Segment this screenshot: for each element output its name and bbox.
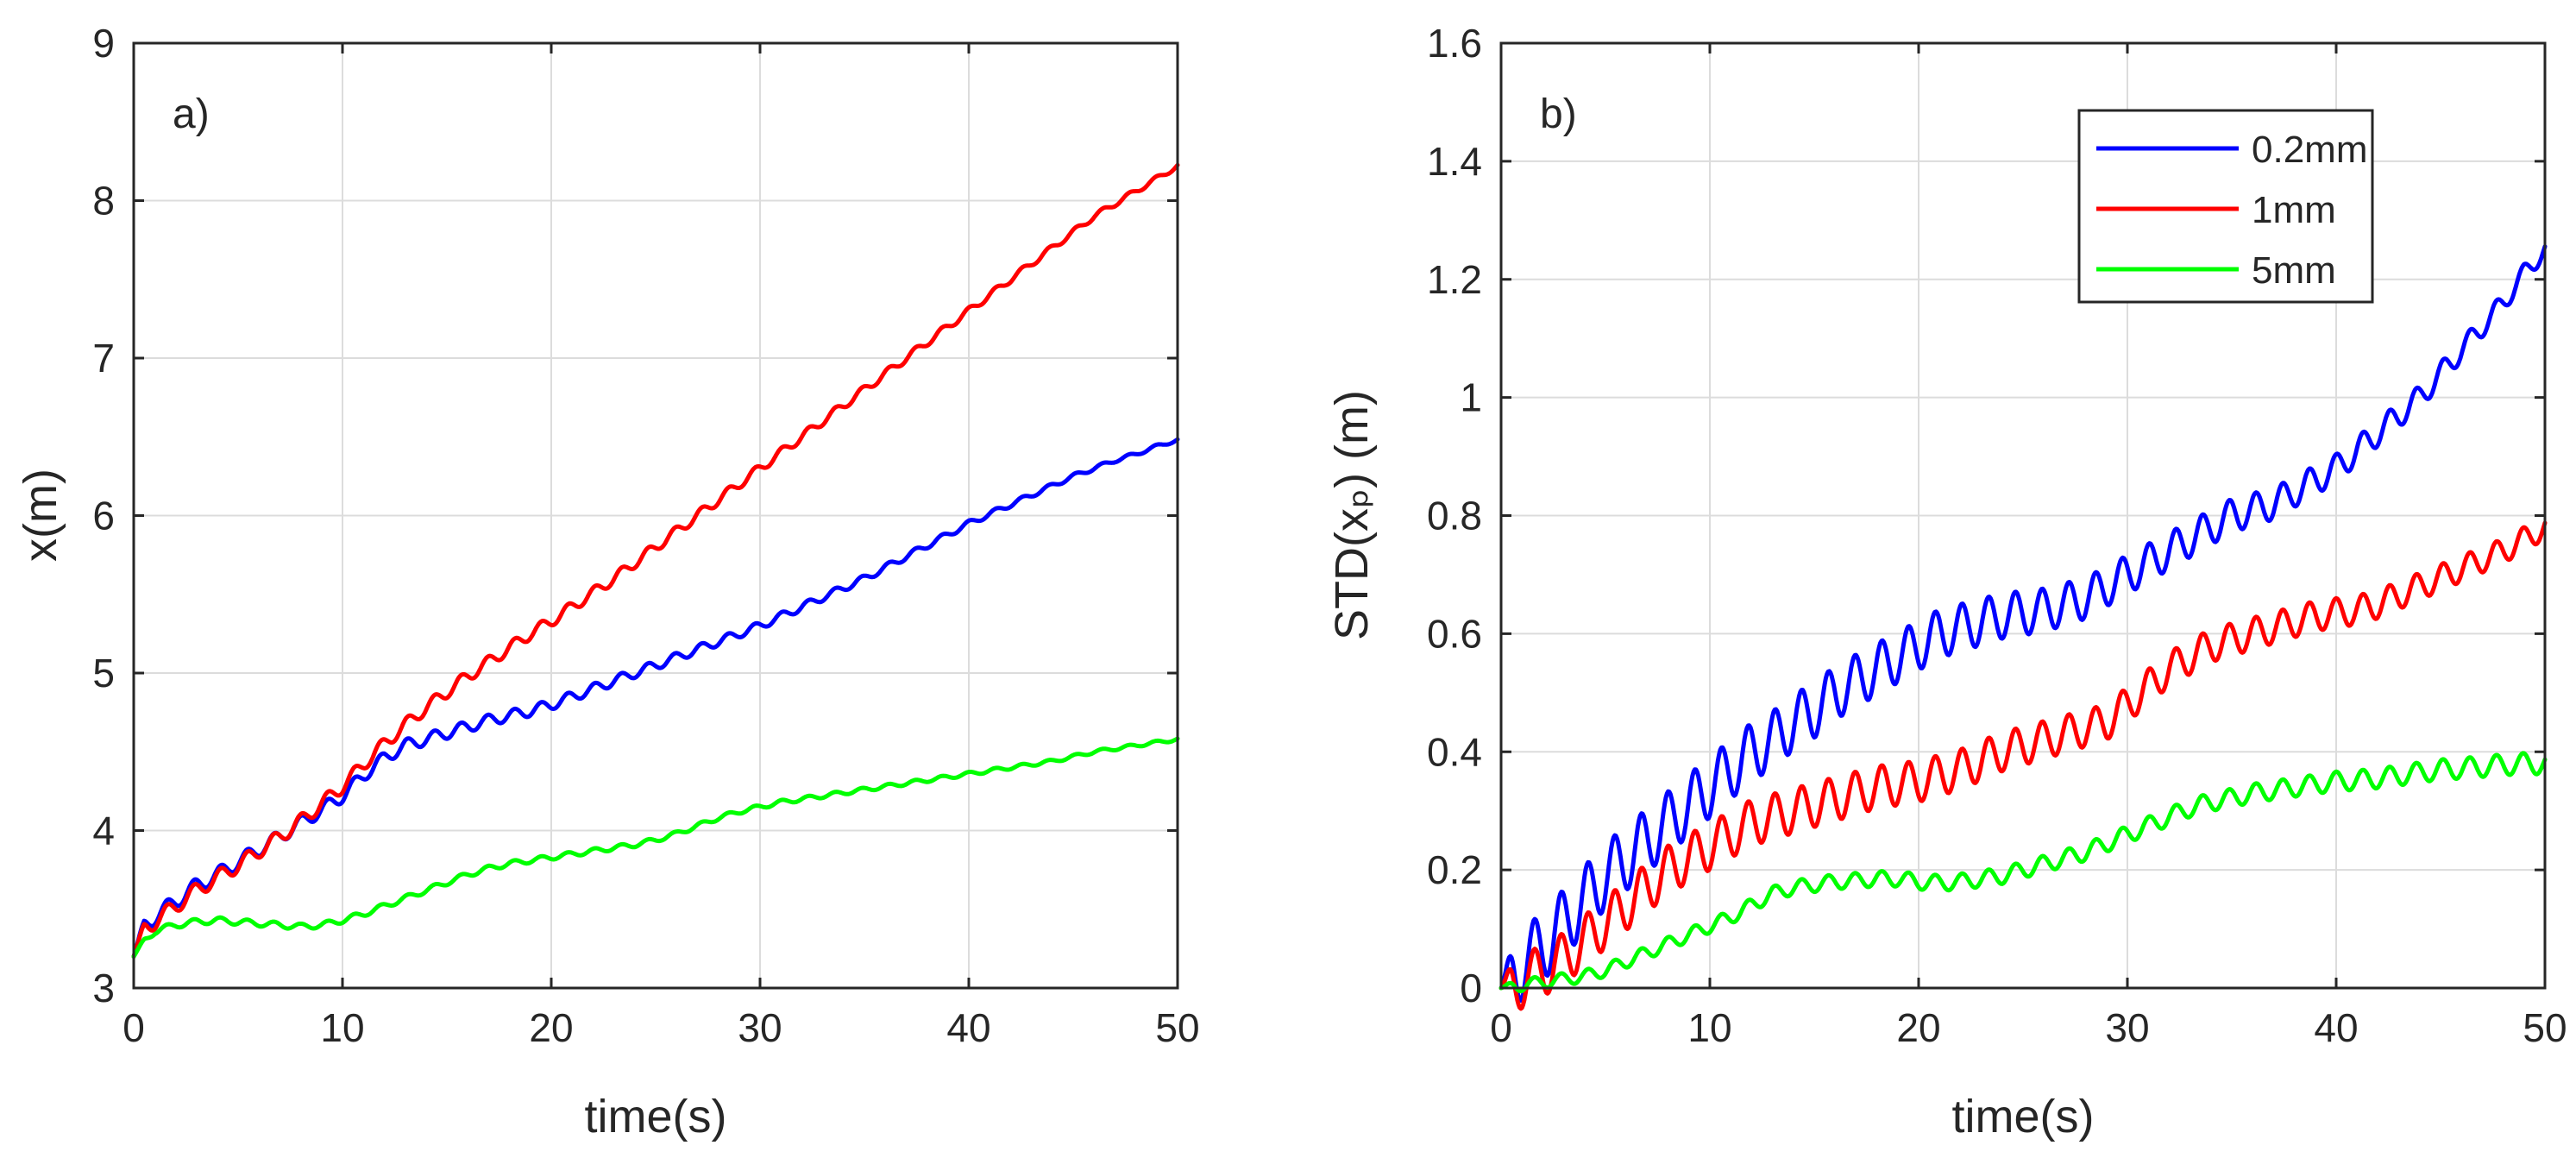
panel-b-x-tick-label: 0	[1490, 1005, 1512, 1050]
panel-a-y-tick-label: 8	[92, 179, 115, 223]
panel-a-x-tick-label: 20	[529, 1005, 573, 1050]
panel-b-x-tick-label: 10	[1687, 1005, 1731, 1050]
panel-b-series-line-5mm	[1498, 751, 2548, 994]
panel-a-series-line-5mm	[131, 736, 1180, 959]
chart-panel-a: 0 10 20 30 40 50 3 4 5 6 7 8 9 a) time(s) x(m)	[15, 21, 1200, 1142]
panel-a-label: a)	[173, 91, 210, 137]
panel-b-x-axis-title: time(s)	[1952, 1091, 2095, 1142]
chart-panel-b: 0 10 20 30 40 50 0 0.2 0.4 0.6 0.8 1 1.2 1.4 1.6 b) ti…	[1326, 21, 2567, 1142]
panel-a-x-tick-label: 10	[320, 1005, 364, 1050]
panel-a-series-line-1mm	[131, 162, 1180, 959]
panel-a-y-tick-label: 4	[92, 809, 115, 853]
legend-label-0-2mm: 0.2mm	[2252, 129, 2367, 171]
panel-b-x-tick-label: 50	[2523, 1005, 2567, 1050]
panel-b-series-lines	[1498, 244, 2548, 1011]
panel-b-legend: 0.2mm 1mm 5mm	[2077, 109, 2374, 304]
panel-a-gridlines	[133, 42, 1178, 989]
panel-a-y-tick-label: 9	[92, 21, 115, 66]
panel-a-y-tick-label: 7	[92, 336, 115, 381]
panel-b-x-tick-label: 20	[1896, 1005, 1940, 1050]
panel-a-y-tick-label: 3	[92, 966, 115, 1010]
panel-b-x-tick-label: 30	[2105, 1005, 2149, 1050]
panel-b-x-tick-label: 40	[2314, 1005, 2358, 1050]
panel-b-y-tick-label: 1.2	[1427, 257, 1482, 302]
panel-a-y-tick-label: 6	[92, 494, 115, 538]
panel-b-series-line-0-2mm	[1498, 244, 2548, 1003]
panel-b-y-tick-label: 0.4	[1427, 729, 1482, 774]
legend-label-1mm: 1mm	[2252, 189, 2336, 231]
panel-b-y-tick-label: 1	[1460, 375, 1482, 420]
panel-b-label: b)	[1540, 91, 1577, 137]
panel-a-x-tick-label: 50	[1155, 1005, 1199, 1050]
panel-b-y-tick-label: 0.2	[1427, 847, 1482, 892]
panel-b-series-line-1mm	[1498, 520, 2548, 1011]
panel-b-y-tick-label: 1.4	[1427, 139, 1482, 184]
panel-a-x-axis-title: time(s)	[585, 1091, 727, 1142]
panel-b-y-tick-label: 1.6	[1427, 21, 1482, 66]
panel-a-series-line-0-2mm	[131, 437, 1180, 959]
panel-a-x-tick-label: 40	[946, 1005, 990, 1050]
panel-a-ticks: 0 10 20 30 40 50 3 4 5 6 7 8 9	[92, 21, 1199, 1050]
panel-b-y-tick-label: 0.6	[1427, 611, 1482, 656]
panel-a-series-lines	[131, 162, 1180, 959]
legend-label-5mm: 5mm	[2252, 249, 2336, 292]
panel-a-x-tick-label: 30	[738, 1005, 782, 1050]
panel-b-y-tick-label: 0.8	[1427, 494, 1482, 538]
panel-b-ticks: 0 10 20 30 40 50 0 0.2 0.4 0.6 0.8 1 1.2 1.4 1.6	[1427, 21, 2567, 1050]
panel-b-y-tick-label: 0	[1460, 966, 1482, 1010]
panel-b-y-axis-title: STD(xₚ) (m)	[1326, 390, 1378, 640]
panel-a-x-tick-label: 0	[123, 1005, 145, 1050]
panel-a-y-axis-title: x(m)	[15, 469, 66, 562]
panel-a-y-tick-label: 5	[92, 651, 115, 695]
